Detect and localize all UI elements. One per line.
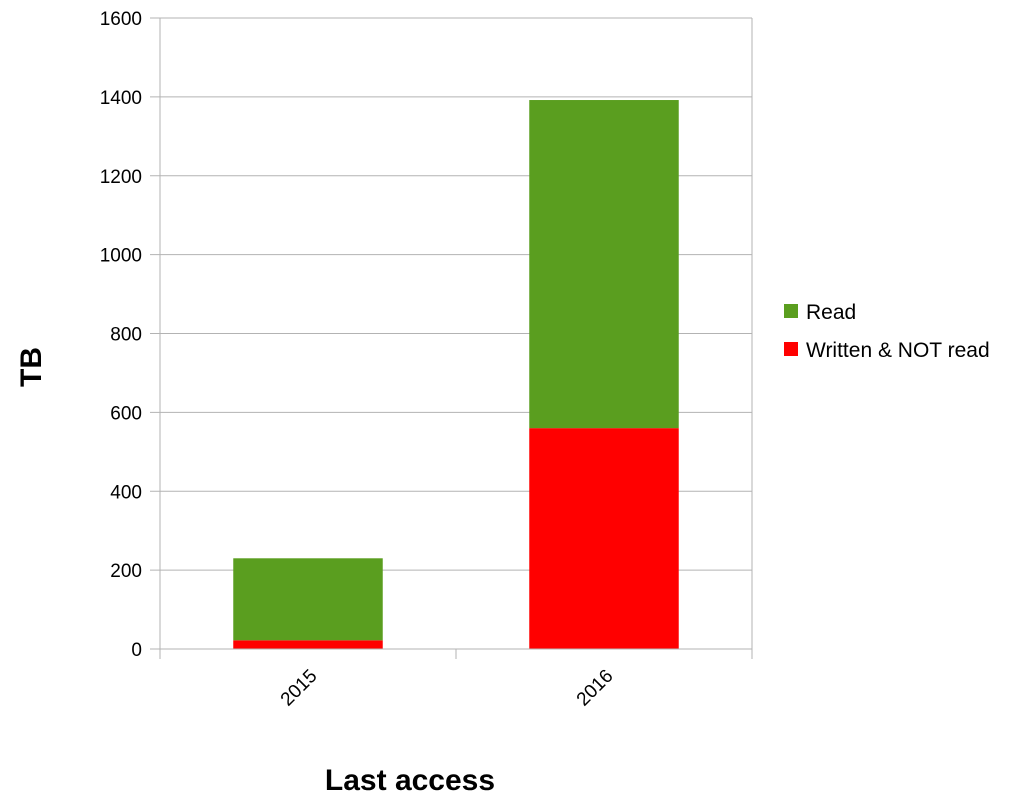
- legend-swatch: [784, 304, 798, 318]
- y-tick-label: 1000: [100, 246, 142, 267]
- y-tick-label: 600: [110, 403, 142, 424]
- x-tick-label: 2015: [277, 666, 322, 711]
- y-tick-label: 1400: [100, 88, 142, 109]
- bar-2016-read: [529, 100, 679, 429]
- y-tick-label: 800: [110, 325, 142, 346]
- x-tick-labels: 2015 2016: [277, 666, 618, 711]
- legend: Read Written & NOT read: [784, 301, 990, 362]
- y-tick-label: 1600: [100, 9, 142, 30]
- y-tick-label: 1200: [100, 167, 142, 188]
- y-tick-label: 400: [110, 482, 142, 503]
- bar-2015-read: [233, 558, 383, 641]
- x-tick-label: 2016: [573, 666, 618, 711]
- legend-label: Read: [806, 301, 856, 324]
- bar-2015-written-not-read: [233, 640, 383, 649]
- x-axis-title: Last access: [325, 764, 495, 795]
- bars: [233, 100, 679, 649]
- y-tick-label: 200: [110, 561, 142, 582]
- y-tick-labels: 0 200 400 600 800 1000 1200 1400 1600: [100, 9, 142, 661]
- legend-swatch: [784, 342, 798, 356]
- axes: [159, 18, 753, 659]
- bar-2016-written-not-read: [529, 428, 679, 649]
- y-tick-label: 0: [131, 640, 142, 661]
- legend-label: Written & NOT read: [806, 339, 990, 362]
- y-axis-title: TB: [15, 347, 48, 387]
